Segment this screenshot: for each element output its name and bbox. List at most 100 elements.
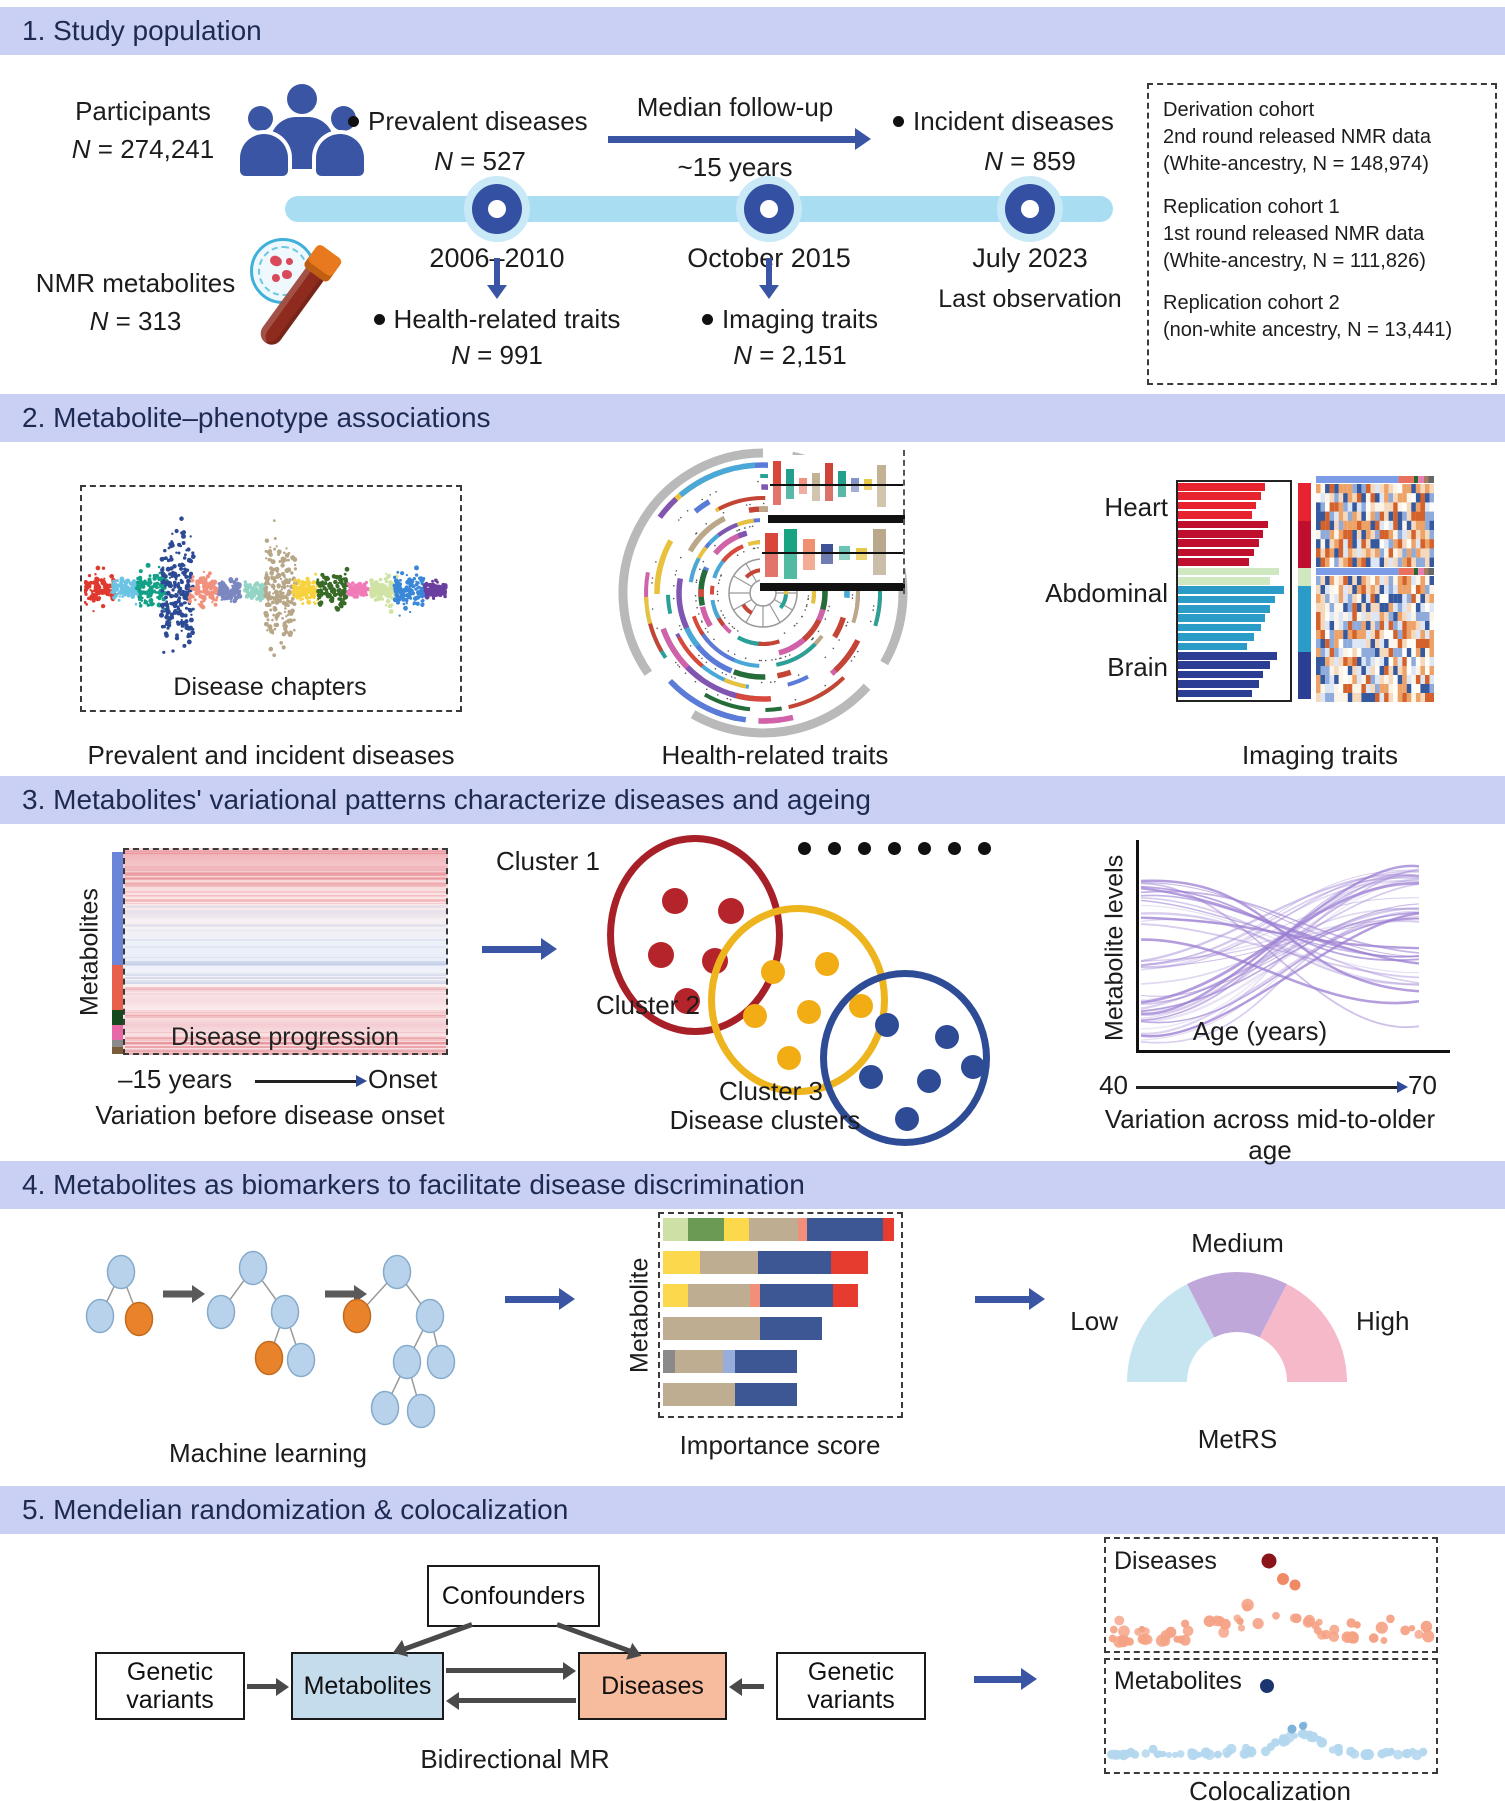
section-5-header: 5. Mendelian randomization & colocalizat… — [0, 1486, 1505, 1534]
cluster-1-label: Cluster 1 — [495, 846, 600, 876]
followup-years: ~15 years — [677, 152, 793, 182]
participants-label: Participants — [75, 96, 211, 126]
forest-inset-panel-2 — [760, 523, 905, 583]
metabolite-axis-label: Metabolite — [625, 1257, 654, 1374]
nmr-metabolites-label: NMR metabolites — [35, 268, 236, 298]
gv-to-metabolites-arrow — [247, 1677, 289, 1696]
cluster-3-label: Cluster 3 — [718, 1076, 823, 1106]
section-3-header: 3. Metabolites' variational patterns cha… — [0, 776, 1505, 824]
metabolites-axis-label: Metabolites — [75, 888, 104, 1017]
progression-heatmap — [123, 848, 448, 1055]
disease-clusters-caption: Disease clusters — [669, 1105, 861, 1135]
manhattan-plot-box — [80, 485, 462, 712]
label-text: Prevalent diseases — [368, 106, 588, 136]
imaging-bars-frame — [1176, 480, 1292, 702]
timeline-date-3: July 2023 — [972, 243, 1088, 273]
colocalization-scatter — [1107, 1553, 1435, 1761]
importance-score-caption: Importance score — [679, 1430, 881, 1460]
onset-arrow-icon — [255, 1075, 367, 1086]
age-min-label: 40 — [1099, 1070, 1128, 1100]
section-2-title: 2. Metabolite–phenotype associations — [22, 402, 491, 433]
inset-divider-bar — [760, 583, 905, 591]
inset-divider-bar — [768, 515, 905, 523]
imaging-group-strip — [1298, 483, 1311, 700]
age-range-arrow-icon — [1136, 1081, 1408, 1092]
cohort-line: (non-white ancestry, N = 13,441) — [1163, 319, 1453, 342]
disease-progression-label: Disease progression — [171, 1023, 399, 1051]
incident-diseases-label: Incident diseases — [893, 106, 1133, 137]
coloc-metabolites-box — [1104, 1658, 1438, 1774]
coloc-diseases-label: Diseases — [1114, 1547, 1217, 1575]
imaging-traits-label: Imaging traits — [645, 304, 935, 335]
diseases-box: Diseases — [578, 1652, 727, 1720]
nmr-metabolites-count: N = 313 — [89, 306, 182, 336]
gauge-low-label: Low — [1070, 1306, 1118, 1336]
metabolites-to-diseases-arrow — [446, 1661, 576, 1680]
axis-onset-label: Onset — [368, 1064, 438, 1094]
section-2-header: 2. Metabolite–phenotype associations — [0, 394, 1505, 442]
cohort-line: (White-ancestry, N = 148,974) — [1163, 153, 1429, 176]
importance-stacked-bars — [663, 1218, 899, 1416]
replication-cohort-1: Replication cohort 1 1st round released … — [1163, 194, 1481, 276]
flow-arrow-icon — [482, 938, 557, 960]
section-3-title: 3. Metabolites' variational patterns cha… — [22, 784, 871, 815]
diseases-to-metabolites-arrow — [446, 1691, 576, 1710]
manhattan-caption: Prevalent and incident diseases — [87, 740, 455, 770]
people-group-icon — [240, 84, 364, 188]
timeline-marker-2023 — [1005, 184, 1055, 234]
flow-arrow-icon — [975, 1288, 1045, 1310]
down-arrow-icon — [487, 258, 507, 299]
coloc-diseases-box — [1104, 1537, 1438, 1653]
imaging-caption: Imaging traits — [1241, 740, 1399, 770]
cohort-line: 2nd round released NMR data — [1163, 126, 1431, 149]
gauge-medium-label: Medium — [1191, 1228, 1284, 1258]
section-4-header: 4. Metabolites as biomarkers to facilita… — [0, 1161, 1505, 1209]
imaging-heatmap — [1316, 476, 1434, 702]
disease-chapters-label: Disease chapters — [173, 673, 367, 701]
down-arrow-icon — [759, 258, 779, 299]
axis-minus15-label: –15 years — [118, 1064, 233, 1094]
genetic-variants-right-box: Genetic variants — [776, 1652, 926, 1720]
age-plot-y-axis — [1136, 840, 1139, 1053]
inset-dashed-edge — [903, 450, 905, 594]
age-axis-label: Age (years) — [1192, 1016, 1328, 1046]
age-plot-x-axis — [1136, 1050, 1450, 1053]
coloc-metabolites-label: Metabolites — [1114, 1667, 1242, 1695]
cohort-name: Replication cohort 2 — [1163, 292, 1340, 315]
bullet-icon — [893, 116, 904, 127]
heart-label: Heart — [1104, 492, 1168, 522]
followup-arrow-icon — [608, 128, 871, 150]
section-5-title: 5. Mendelian randomization & colocalizat… — [22, 1494, 569, 1525]
metabolites-box: Metabolites — [291, 1652, 444, 1720]
cluster-3-circle — [820, 970, 990, 1146]
prevalent-diseases-count: N = 527 — [434, 146, 526, 176]
participants-count: N = 274,241 — [71, 134, 215, 164]
forest-inset-panel-1 — [768, 455, 905, 515]
age-max-label: 70 — [1408, 1070, 1437, 1100]
brain-label: Brain — [1107, 652, 1168, 682]
confounders-box: Confounders — [427, 1565, 600, 1627]
circular-caption: Health-related traits — [661, 740, 889, 770]
machine-learning-caption: Machine learning — [168, 1438, 367, 1468]
abdominal-label: Abdominal — [1045, 578, 1168, 608]
metabolite-levels-axis-label: Metabolite levels — [1100, 854, 1129, 1041]
derivation-cohort: Derivation cohort 2nd round released NMR… — [1163, 97, 1481, 179]
bullet-icon — [348, 116, 359, 127]
metrs-gauge — [1127, 1272, 1347, 1382]
imaging-traits-count: N = 2,151 — [733, 340, 847, 370]
importance-plot-box — [658, 1212, 903, 1418]
label-text: Incident diseases — [913, 106, 1114, 136]
disease-chapters-scatter-plot — [84, 516, 448, 658]
metrs-caption: MetRS — [1197, 1424, 1278, 1454]
label-text: Imaging traits — [721, 304, 879, 334]
replication-cohort-2: Replication cohort 2 (non-white ancestry… — [1163, 290, 1481, 344]
cluster-2-label: Cluster 2 — [595, 990, 700, 1020]
timeline-marker-2006 — [472, 184, 522, 234]
label-text: Health-related traits — [393, 304, 621, 334]
section-1-header: 1. Study population — [0, 7, 1505, 55]
incident-diseases-count: N = 859 — [984, 146, 1076, 176]
cohort-info-box: Derivation cohort 2nd round released NMR… — [1147, 83, 1497, 385]
timeline-marker-2015 — [744, 184, 794, 234]
bullet-icon — [701, 314, 713, 325]
section-1-title: 1. Study population — [22, 15, 262, 46]
